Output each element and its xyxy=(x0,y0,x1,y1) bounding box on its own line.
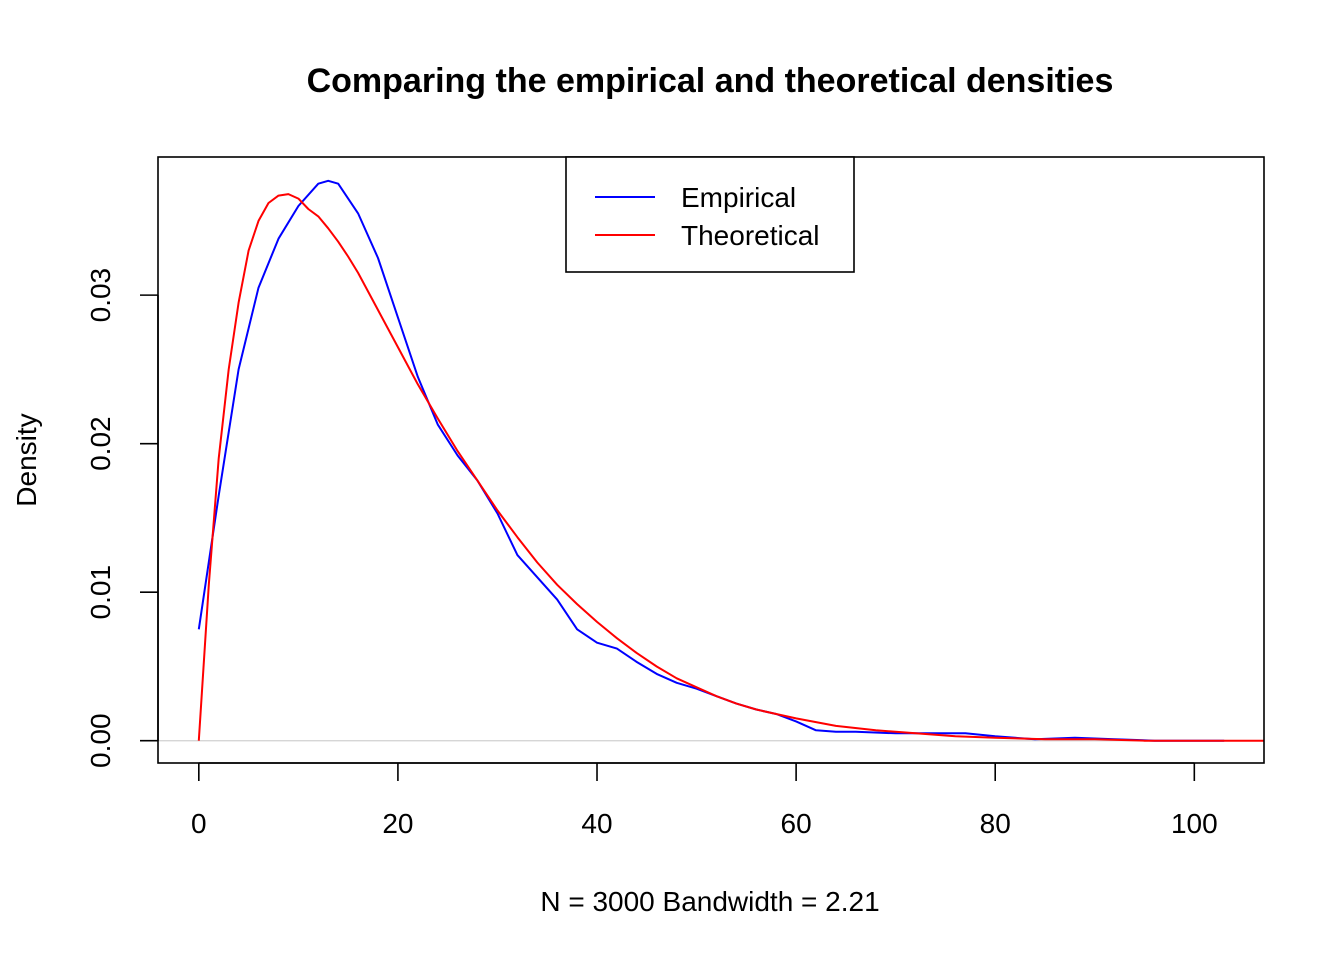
legend: Empirical Theoretical xyxy=(565,156,855,273)
y-axis: 0.00 0.01 0.02 0.03 xyxy=(85,268,159,768)
y-tick-label: 0.03 xyxy=(85,268,116,323)
x-tick-label: 60 xyxy=(781,808,812,839)
x-tick-label: 0 xyxy=(191,808,207,839)
series-line-theoretical xyxy=(197,193,1264,742)
legend-label-empirical: Empirical xyxy=(681,182,796,213)
x-axis: 0 20 40 60 80 100 xyxy=(191,762,1218,839)
legend-label-theoretical: Theoretical xyxy=(681,220,820,251)
y-tick-label: 0.02 xyxy=(85,416,116,471)
x-tick-label: 100 xyxy=(1171,808,1218,839)
x-tick-label: 20 xyxy=(382,808,413,839)
legend-box xyxy=(565,156,855,273)
x-tick-label: 80 xyxy=(980,808,1011,839)
y-axis-label: Density xyxy=(11,413,42,506)
y-tick-label: 0.01 xyxy=(85,565,116,620)
y-tick-label: 0.00 xyxy=(85,713,116,768)
series-layer xyxy=(197,179,1264,742)
x-tick-label: 40 xyxy=(581,808,612,839)
series-line-empirical xyxy=(197,179,1225,742)
chart-title: Comparing the empirical and theoretical … xyxy=(307,62,1114,100)
x-axis-label: N = 3000 Bandwidth = 2.21 xyxy=(540,886,879,917)
